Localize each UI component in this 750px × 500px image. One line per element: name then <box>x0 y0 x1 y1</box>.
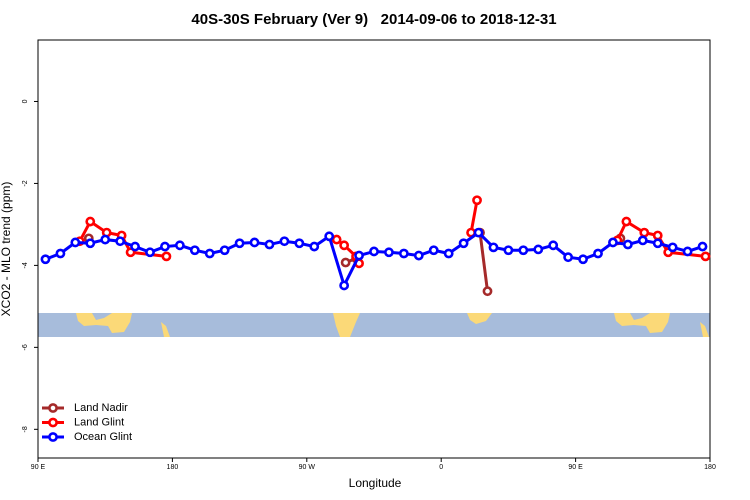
point <box>637 235 648 246</box>
point <box>384 247 394 258</box>
legend-marker <box>48 403 58 413</box>
point <box>55 248 66 259</box>
y-tick-label: -8 <box>22 426 29 432</box>
point <box>339 240 350 251</box>
point <box>639 227 650 238</box>
x-tick-label: 0 <box>439 464 443 471</box>
point <box>100 234 111 245</box>
point <box>189 245 200 256</box>
point <box>85 238 96 249</box>
point <box>339 280 350 291</box>
point <box>340 257 351 268</box>
series-line <box>78 199 706 264</box>
point <box>85 216 96 227</box>
point <box>548 240 559 251</box>
point <box>130 241 140 252</box>
point <box>700 251 711 262</box>
land <box>333 313 360 337</box>
point <box>309 241 320 252</box>
y-tick-label: -2 <box>22 180 29 186</box>
point <box>174 240 185 251</box>
point <box>482 286 493 297</box>
point <box>652 238 663 249</box>
legend-marker <box>48 432 58 442</box>
map-strip <box>38 313 710 337</box>
land <box>467 313 492 324</box>
legend-label: Land Nadir <box>74 402 128 414</box>
point <box>473 227 484 238</box>
y-tick-label: -4 <box>22 262 29 268</box>
y-tick-label: -6 <box>22 344 29 350</box>
point <box>145 247 155 258</box>
point <box>249 237 260 248</box>
point <box>160 241 170 252</box>
point <box>563 252 574 263</box>
point <box>682 246 693 257</box>
x-tick-label: 180 <box>704 464 716 471</box>
x-axis-label: Longitude <box>349 476 402 490</box>
point <box>115 236 126 247</box>
plot-frame <box>37 39 711 459</box>
x-tick-label: 90 E <box>568 464 583 471</box>
legend-marker <box>48 417 58 428</box>
series-line <box>44 230 704 290</box>
point <box>324 231 335 242</box>
chart-title: 40S-30S February (Ver 9) 2014-09-06 to 2… <box>191 11 556 28</box>
point <box>472 195 482 206</box>
point <box>428 245 439 256</box>
point <box>204 248 215 259</box>
point <box>518 245 529 256</box>
point <box>622 239 633 250</box>
x-tick-label: 90 W <box>299 464 316 471</box>
point <box>667 242 678 253</box>
point <box>40 254 51 265</box>
point <box>161 251 172 262</box>
point <box>488 242 499 253</box>
point <box>621 216 632 227</box>
point <box>652 230 663 241</box>
point <box>578 254 588 265</box>
point <box>398 248 409 259</box>
point <box>331 234 342 245</box>
point <box>354 250 364 261</box>
point <box>234 238 245 249</box>
point <box>443 248 454 259</box>
point <box>264 239 275 250</box>
land <box>700 322 709 337</box>
point <box>413 250 424 261</box>
point <box>279 236 290 247</box>
x-tick-label: 90 E <box>31 464 46 471</box>
point <box>219 245 230 256</box>
land <box>161 322 170 337</box>
point <box>593 248 603 259</box>
x-tick-label: 180 <box>167 464 179 471</box>
point <box>70 237 81 248</box>
point <box>533 244 544 255</box>
y-tick-label: 0 <box>22 99 29 103</box>
ocean-strip <box>38 313 710 337</box>
point <box>608 237 618 248</box>
y-axis-label: XCO2 - MLO trend (ppm) <box>0 182 13 317</box>
land <box>76 313 132 333</box>
legend-label: Land Glint <box>74 416 124 428</box>
point <box>503 245 514 256</box>
legend-label: Ocean Glint <box>74 431 132 443</box>
point <box>458 238 469 249</box>
point <box>369 246 379 257</box>
point <box>294 238 305 249</box>
point <box>697 241 708 252</box>
land <box>614 313 670 333</box>
